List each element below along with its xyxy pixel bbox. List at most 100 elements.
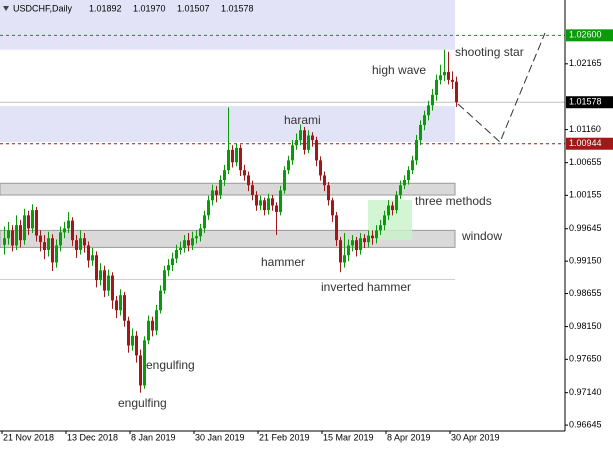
candle-body <box>427 105 430 116</box>
x-tick-label: 8 Apr 2019 <box>387 432 431 442</box>
candle-body <box>399 185 402 196</box>
candle-body <box>163 270 166 291</box>
y-tick-label: 0.96645 <box>569 419 602 429</box>
candle-body <box>139 355 142 386</box>
x-tick-label: 8 Jan 2019 <box>131 432 176 442</box>
annotation: hammer <box>261 255 305 269</box>
candle-body <box>335 215 338 241</box>
candle-body <box>343 255 346 263</box>
candle-body <box>147 320 150 341</box>
candle-body <box>187 240 190 246</box>
header-icon <box>3 6 9 11</box>
x-tick-label: 13 Dec 2018 <box>67 432 118 442</box>
price-label-bg <box>566 137 613 150</box>
candle-body <box>359 238 362 251</box>
price-label-bg <box>566 96 613 109</box>
candle-body <box>331 200 334 216</box>
candle-body <box>19 225 22 241</box>
candle-body <box>119 295 122 311</box>
candle-body <box>347 245 350 256</box>
y-tick-label: 0.98150 <box>569 321 602 331</box>
price-label: 1.02600 <box>569 30 602 40</box>
candle-body <box>39 235 42 243</box>
candle-body <box>195 236 198 239</box>
y-tick-label: 0.98655 <box>569 288 602 298</box>
candle-body <box>263 200 266 211</box>
candle-body <box>455 81 458 103</box>
candle-body <box>211 190 214 201</box>
candle-body <box>123 295 126 321</box>
candle-body <box>443 71 446 76</box>
y-tick-label: 0.97650 <box>569 354 602 364</box>
candle-body <box>79 238 82 251</box>
candle-body <box>375 230 378 239</box>
price-lines <box>0 34 565 145</box>
candle-body <box>55 245 58 263</box>
candle-body <box>419 125 422 141</box>
symbol: USDCHF,Daily <box>13 3 73 13</box>
candle-body <box>75 240 78 251</box>
candle-body <box>59 232 62 246</box>
candle-body <box>131 335 134 346</box>
candle-body <box>179 248 182 251</box>
candle-body <box>43 242 46 251</box>
candle-body <box>407 170 410 180</box>
candle-body <box>287 160 290 171</box>
price-label: 1.00944 <box>569 138 602 148</box>
x-tick-label: 21 Feb 2019 <box>259 432 310 442</box>
candle-body <box>383 215 386 226</box>
candle-body <box>323 175 326 186</box>
projection <box>457 32 546 143</box>
y-tick-label: 1.00655 <box>569 157 602 167</box>
annotation: high wave <box>372 63 426 77</box>
candle-body <box>255 195 258 206</box>
candle-body <box>435 79 438 95</box>
candle-body <box>431 94 434 106</box>
candle-body <box>267 198 270 211</box>
candle-body <box>203 215 206 229</box>
candle-body <box>183 240 186 249</box>
candle-body <box>295 140 298 146</box>
candle-body <box>175 250 178 259</box>
annotation: inverted hammer <box>321 280 411 294</box>
candle-body <box>283 170 286 191</box>
candle-body <box>227 149 230 171</box>
candle-body <box>327 185 330 201</box>
quote-high: 1.01970 <box>133 3 166 13</box>
candle-body <box>219 179 222 196</box>
candle-body <box>391 205 394 211</box>
candle-body <box>379 225 382 231</box>
x-tick-label: 15 Mar 2019 <box>323 432 374 442</box>
candle-body <box>31 210 34 229</box>
annotation: engulfing <box>118 396 167 410</box>
candle-body <box>235 147 238 163</box>
candle-body <box>99 270 102 281</box>
candle-body <box>83 238 86 246</box>
candle-body <box>207 200 210 216</box>
candle-body <box>307 135 310 150</box>
candle-body <box>351 240 354 246</box>
candle-body <box>363 238 366 243</box>
x-tick-label: 21 Nov 2018 <box>3 432 54 442</box>
candle-body <box>143 340 146 386</box>
quote-open: 1.01892 <box>89 3 122 13</box>
candle-body <box>303 130 306 150</box>
candle-body <box>415 140 418 161</box>
candle-body <box>63 228 66 233</box>
candle-body <box>355 240 358 251</box>
candle-body <box>215 190 218 196</box>
candle-body <box>91 255 94 261</box>
candle-body <box>239 147 242 171</box>
candle-body <box>7 230 10 239</box>
candle-body <box>23 215 26 241</box>
candle-body <box>35 210 38 236</box>
candle-body <box>95 255 98 281</box>
candle-body <box>87 245 90 261</box>
candle-body <box>135 335 138 356</box>
annotation: harami <box>284 113 321 127</box>
candle-body <box>223 170 226 180</box>
candle-body <box>251 185 254 196</box>
candle-body <box>319 160 322 176</box>
